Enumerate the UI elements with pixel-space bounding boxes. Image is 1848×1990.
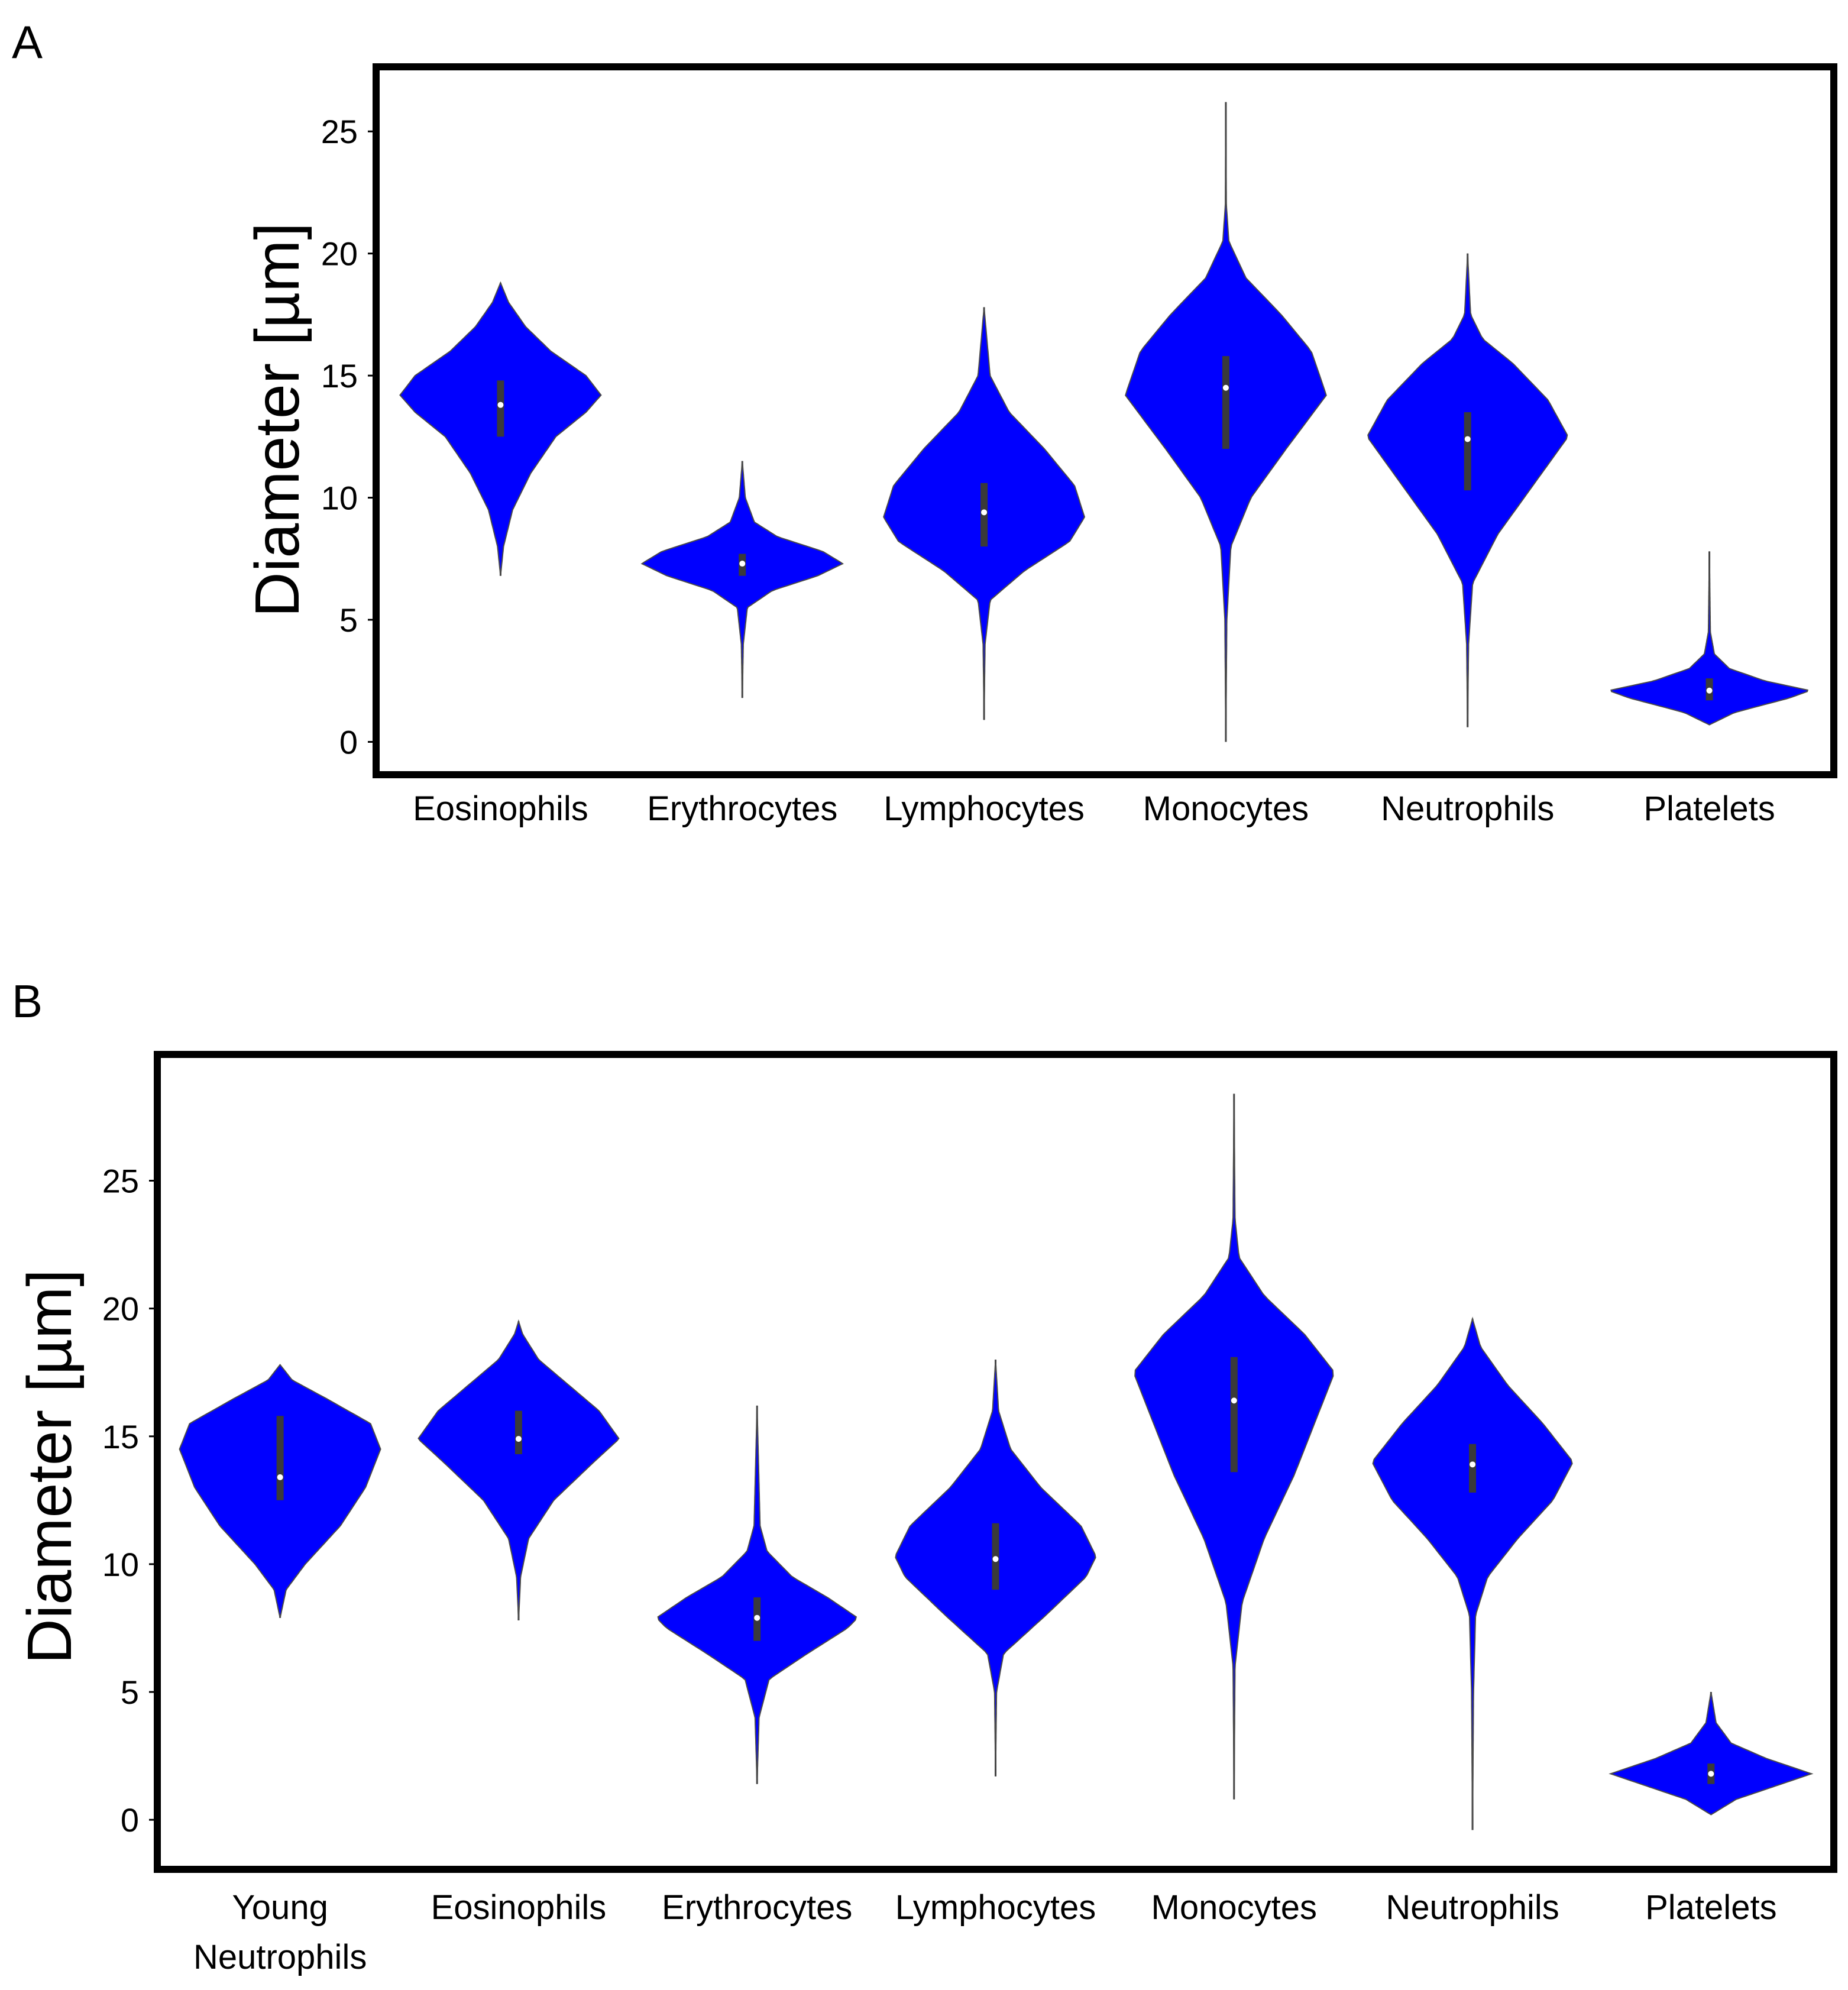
category-label-erythrocytes: Erythrocytes [662, 1888, 852, 1927]
panel-a-y-axis-title: Diameter [µm] [242, 222, 312, 617]
category-label-lymphocytes: Lymphocytes [883, 789, 1085, 828]
violin-body-platelets [1610, 551, 1809, 726]
violin-iqr-box-monocytes [1230, 1357, 1238, 1473]
category-label-line: Eosinophils [413, 789, 588, 828]
category-label-line: Erythrocytes [647, 789, 837, 828]
category-label-line: Monocytes [1151, 1888, 1317, 1927]
y-tick-label: 25 [321, 113, 358, 150]
panel-a-category-labels: Eosinophils Erythrocytes Lymphocytes Monocy… [413, 789, 1775, 828]
violin-iqr-box-monocytes [1222, 356, 1229, 449]
category-label-neutrophils: Neutrophils [1386, 1888, 1559, 1927]
violin-median-erythrocytes [739, 561, 746, 567]
category-label-monocytes: Monocytes [1143, 789, 1309, 828]
violin-body-erythrocytes [640, 461, 844, 698]
panel-b-y-ticks: 0 5 10 15 20 25 [102, 1162, 154, 1839]
panel-b-violins [179, 1093, 1814, 1830]
violin-iqr-box-neutrophils [1464, 412, 1471, 491]
category-label-platelets: Platelets [1645, 1888, 1776, 1927]
y-tick-label: 0 [339, 723, 358, 761]
category-label-monocytes: Monocytes [1151, 1888, 1317, 1927]
violin-median-eosinophils [497, 402, 504, 408]
category-label-line: Platelets [1645, 1888, 1776, 1927]
category-label-line: Young [232, 1888, 328, 1927]
category-label-line: Monocytes [1143, 789, 1309, 828]
violin-median-young-neutrophils [277, 1474, 283, 1480]
category-label-line: Lymphocytes [895, 1888, 1096, 1927]
violin-median-monocytes [1222, 384, 1229, 391]
y-tick-label: 20 [321, 235, 358, 273]
y-tick-label: 15 [102, 1418, 139, 1455]
violin-iqr-box-neutrophils [1469, 1444, 1477, 1493]
panel-a: A Diameter [µm] 0 5 10 15 20 25 Eosinophils Er… [12, 16, 1837, 828]
y-tick-label: 5 [339, 601, 358, 639]
violin-body-neutrophils [1372, 1316, 1573, 1830]
category-label-line: Neutrophils [1381, 789, 1554, 828]
y-tick-label: 25 [102, 1162, 139, 1199]
violin-median-erythrocytes [754, 1614, 760, 1621]
violin-median-platelets [1706, 687, 1713, 694]
violin-iqr-box-eosinophils [497, 380, 504, 437]
panel-b-plot-frame [154, 1051, 1837, 1873]
violin-body-eosinophils [418, 1319, 620, 1621]
category-label-platelets: Platelets [1643, 789, 1775, 828]
panel-b: B Diameter [µm] 0 5 10 15 20 25 Young Neutroph… [12, 975, 1837, 1976]
category-label-erythrocytes: Erythrocytes [647, 789, 837, 828]
violin-iqr-box-eosinophils [514, 1410, 522, 1455]
category-label-young-neutrophils: Young Neutrophils [193, 1888, 367, 1976]
category-label-eosinophils: Eosinophils [413, 789, 588, 828]
category-label-line: Neutrophils [193, 1938, 367, 1976]
violin-median-platelets [1708, 1771, 1714, 1777]
category-label-line: Lymphocytes [883, 789, 1085, 828]
violin-median-eosinophils [515, 1436, 522, 1442]
category-label-neutrophils: Neutrophils [1381, 789, 1554, 828]
violin-median-neutrophils [1464, 436, 1471, 442]
panel-a-plot-frame [373, 63, 1837, 778]
violin-iqr-box-young-neutrophils [276, 1416, 284, 1500]
panel-a-violins [399, 102, 1809, 742]
y-tick-label: 20 [102, 1290, 139, 1328]
y-tick-label: 10 [102, 1546, 139, 1583]
violin-median-monocytes [1231, 1397, 1237, 1404]
category-label-lymphocytes: Lymphocytes [895, 1888, 1096, 1927]
category-label-line: Erythrocytes [662, 1888, 852, 1927]
category-label-line: Platelets [1643, 789, 1775, 828]
violin-body-neutrophils [1367, 253, 1568, 727]
panel-a-label: A [12, 16, 43, 68]
panel-b-y-axis-title: Diameter [µm] [15, 1269, 85, 1664]
violin-median-lymphocytes [981, 509, 988, 516]
panel-a-y-ticks: 0 5 10 15 20 25 [321, 113, 373, 761]
violin-median-neutrophils [1470, 1461, 1476, 1468]
category-label-eosinophils: Eosinophils [431, 1888, 607, 1927]
violin-body-platelets [1608, 1691, 1814, 1816]
category-label-line: Neutrophils [1386, 1888, 1559, 1927]
violin-body-erythrocytes [657, 1405, 857, 1784]
panel-b-category-labels: Young Neutrophils Eosinophils Erythrocytes L… [193, 1888, 1777, 1976]
y-tick-label: 0 [121, 1801, 139, 1839]
y-tick-label: 5 [121, 1674, 139, 1711]
category-label-line: Eosinophils [431, 1888, 607, 1927]
panel-b-label: B [12, 975, 43, 1027]
violin-median-lymphocytes [992, 1556, 999, 1562]
y-tick-label: 10 [321, 480, 358, 517]
y-tick-label: 15 [321, 357, 358, 394]
